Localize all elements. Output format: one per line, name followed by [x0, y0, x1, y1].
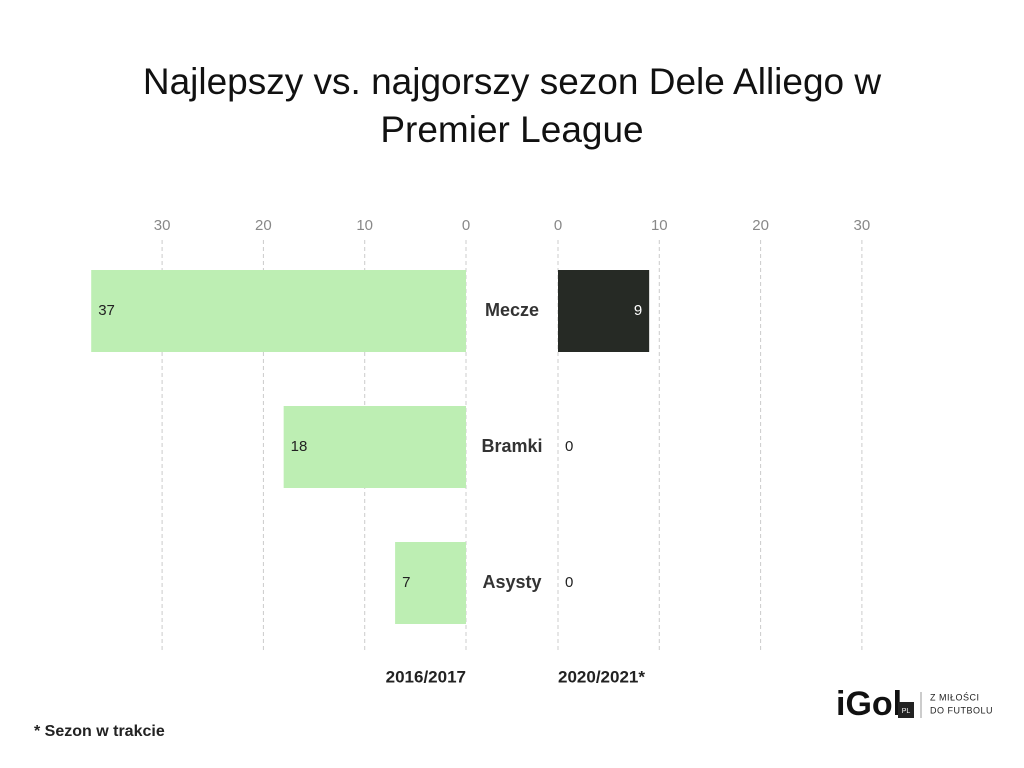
bar [283, 406, 466, 488]
value-label: 7 [402, 574, 410, 591]
x-tick-label: 10 [356, 217, 373, 234]
x-tick-label: 20 [255, 217, 272, 234]
x-tick-label: 30 [154, 217, 171, 234]
legend-label: 2020/2021* [558, 667, 645, 686]
x-tick-label: 20 [752, 217, 769, 234]
category-label: Asysty [482, 572, 541, 592]
logo-tagline: DO FUTBOLU [930, 705, 993, 715]
x-tick-label: 0 [462, 217, 470, 234]
value-label: 0 [565, 574, 573, 591]
footnote: * Sezon w trakcie [34, 723, 165, 740]
logo-name: iGol [836, 685, 902, 723]
logo-tagline: Z MIŁOŚCI [930, 691, 980, 702]
x-tick-label: 0 [554, 217, 562, 234]
bar [395, 542, 466, 624]
bar [91, 270, 466, 352]
x-tick-label: 10 [651, 217, 668, 234]
value-label: 18 [291, 438, 308, 455]
legend-label: 2016/2017 [386, 667, 466, 686]
category-label: Mecze [485, 300, 539, 320]
value-label: 0 [565, 438, 573, 455]
logo-badge-bg [898, 702, 914, 718]
value-label: 37 [98, 302, 115, 319]
chart-title: Najlepszy vs. najgorszy sezon Dele Allie… [142, 61, 882, 150]
category-label: Bramki [481, 436, 542, 456]
x-tick-label: 30 [854, 217, 871, 234]
logo-badge: PL [902, 708, 911, 715]
value-label: 9 [634, 302, 642, 319]
bar [558, 270, 650, 352]
